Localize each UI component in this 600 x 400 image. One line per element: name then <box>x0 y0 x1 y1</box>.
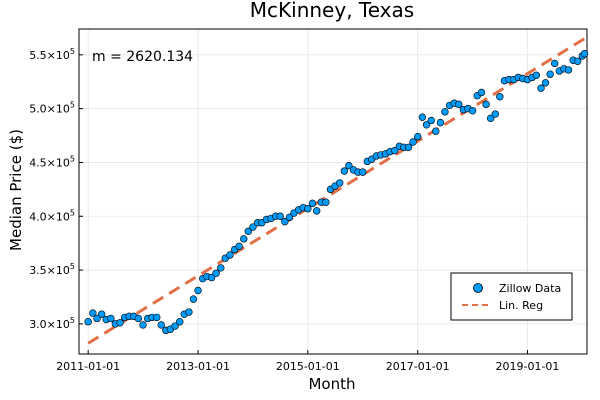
regression-line-group <box>87 37 586 345</box>
x-axis-label: Month <box>308 375 355 393</box>
data-point <box>564 66 573 74</box>
data-point <box>391 146 399 155</box>
data-point <box>477 88 486 97</box>
data-point <box>496 93 504 101</box>
data-point <box>432 127 440 135</box>
legend-label-zillow: Zillow Data <box>499 282 561 295</box>
legend: Zillow Data Lin. Reg <box>450 272 573 321</box>
x-tick-label: 2017-01-01 <box>386 360 450 373</box>
data-point <box>212 269 220 277</box>
data-point <box>226 251 234 259</box>
data-point <box>134 314 143 323</box>
data-point <box>249 223 257 231</box>
data-point <box>580 50 589 58</box>
data-point <box>185 308 193 316</box>
data-point <box>550 59 559 68</box>
data-point <box>409 138 417 146</box>
data-point <box>304 205 312 213</box>
data-point <box>322 198 330 206</box>
data-point <box>189 295 198 303</box>
data-point <box>482 100 490 109</box>
plot-frame <box>78 28 588 355</box>
data-point <box>171 322 179 330</box>
data-point <box>217 264 225 272</box>
data-point <box>541 79 550 87</box>
x-tick-label: 2019-01-01 <box>495 360 559 373</box>
data-point <box>491 110 499 118</box>
data-point <box>93 314 101 323</box>
data-point <box>358 168 367 176</box>
data-point <box>157 321 165 329</box>
data-point <box>194 286 202 295</box>
data-point <box>281 217 289 226</box>
y-axis-label: Median Price ($) <box>7 129 25 251</box>
data-point <box>107 314 115 323</box>
data-point <box>285 213 294 222</box>
data-point <box>240 235 248 243</box>
legend-label-regression: Lin. Reg <box>499 299 543 312</box>
data-point <box>235 242 243 251</box>
data-point <box>345 161 353 170</box>
x-tick-label: 2015-01-01 <box>276 360 340 373</box>
data-point <box>308 199 317 208</box>
data-point <box>153 313 161 322</box>
data-point <box>441 108 449 116</box>
data-point <box>312 207 321 215</box>
x-tick-label: 2013-01-01 <box>166 360 230 373</box>
y-axis-ticks: 3.0×105 3.5×105 4.0×105 4.5×105 5.0×105 5.5×1… <box>29 47 83 331</box>
data-point <box>244 227 252 236</box>
data-point <box>546 70 554 78</box>
data-point <box>532 71 541 79</box>
y-tick-label: 4.0×105 <box>29 208 75 223</box>
data-point <box>436 118 445 127</box>
legend-marker-zillow <box>473 283 483 293</box>
y-tick-label: 4.5×105 <box>29 154 75 169</box>
data-point <box>414 132 422 141</box>
data-point <box>427 116 435 125</box>
y-tick-label: 3.0×105 <box>29 316 75 331</box>
data-point <box>84 318 92 326</box>
data-point <box>139 321 147 329</box>
data-point <box>176 318 184 326</box>
data-point <box>89 309 97 317</box>
data-point <box>468 107 477 115</box>
y-tick-label: 3.5×105 <box>29 262 75 277</box>
data-point <box>340 167 349 175</box>
x-axis-ticks: 2011-01-01 2013-01-01 2015-01-01 2017-01-01… <box>56 350 559 373</box>
x-tick-label: 2011-01-01 <box>56 360 120 373</box>
data-point <box>98 310 106 318</box>
chart-title: McKinney, Texas <box>250 0 414 22</box>
data-point <box>537 84 545 92</box>
data-point <box>404 143 413 152</box>
data-point <box>573 57 582 65</box>
slope-annotation: m = 2620.134 <box>92 49 193 65</box>
data-point <box>455 100 463 109</box>
data-points <box>84 50 589 335</box>
data-point <box>335 179 344 187</box>
data-point <box>276 212 284 220</box>
y-tick-label: 5.5×105 <box>29 47 75 62</box>
data-point <box>116 319 124 327</box>
data-point <box>486 114 495 123</box>
data-point <box>418 113 427 121</box>
y-tick-label: 5.0×105 <box>29 101 75 116</box>
regression-line <box>87 37 586 345</box>
data-point <box>207 273 216 282</box>
legend-box <box>450 272 573 321</box>
data-point <box>422 121 431 129</box>
